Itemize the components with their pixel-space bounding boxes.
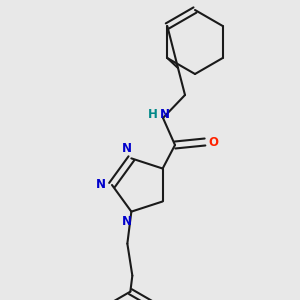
Text: N: N	[122, 142, 132, 155]
Text: O: O	[208, 136, 218, 148]
Text: N: N	[96, 178, 106, 191]
Text: N: N	[160, 109, 170, 122]
Text: H: H	[148, 109, 158, 122]
Text: N: N	[122, 215, 132, 228]
